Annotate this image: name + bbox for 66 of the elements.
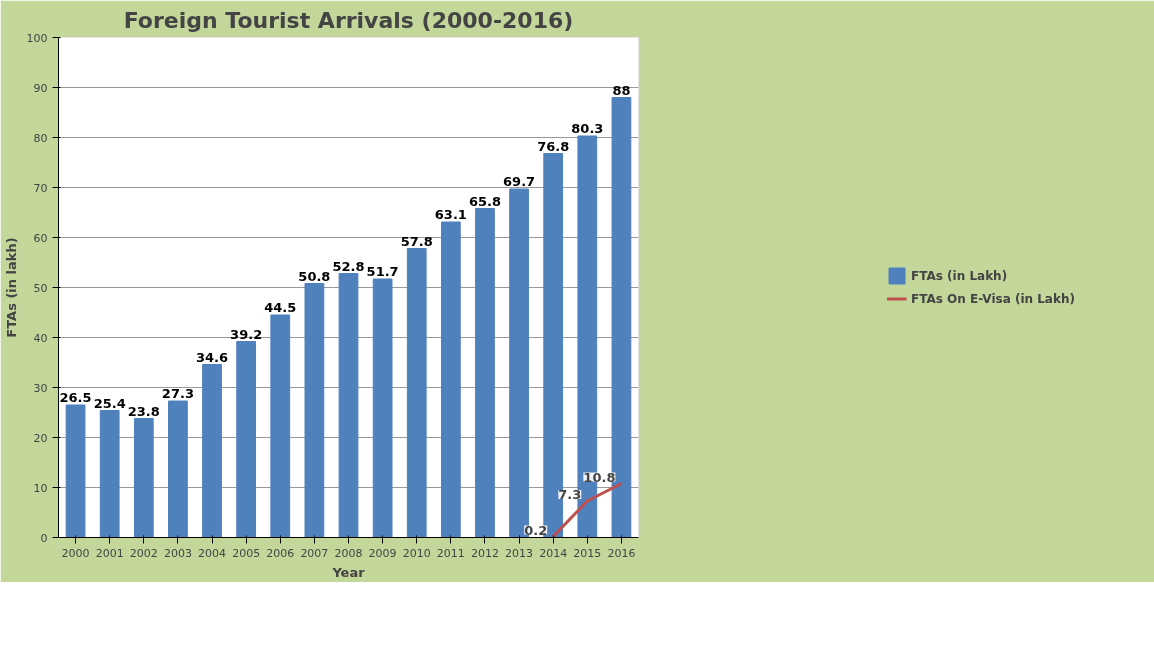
x-tick-label: 2013	[505, 546, 534, 560]
y-tick-label: 10	[33, 481, 48, 495]
data-label: 57.8	[400, 233, 433, 249]
bar	[372, 278, 393, 538]
data-label: 0.2	[524, 522, 548, 538]
y-tick-label: 40	[33, 331, 48, 345]
data-label: 69.7	[503, 174, 536, 189]
x-tick-label: 2007	[300, 546, 329, 560]
data-label: 50.8	[298, 268, 331, 284]
data-label: 76.8	[537, 138, 570, 154]
y-tick-label: 100	[26, 31, 48, 45]
x-tick-label: 2000	[61, 546, 90, 560]
data-label: 27.3	[161, 386, 194, 401]
data-label: 7.3	[558, 487, 582, 502]
x-tick-label: 2006	[266, 546, 295, 560]
x-tick-label: 2004	[198, 546, 227, 560]
x-tick-label: 2014	[539, 546, 568, 560]
x-tick-label: 2016	[607, 546, 636, 560]
legend-label: FTAs On E-Visa (in Lakh)	[911, 291, 1075, 306]
y-tick-label: 90	[33, 81, 48, 95]
bar	[168, 400, 188, 538]
bar	[304, 283, 325, 538]
bar	[65, 404, 86, 538]
data-label: 10.8	[583, 469, 616, 485]
data-label: 51.7	[366, 264, 399, 279]
x-tick-label: 2010	[402, 546, 431, 560]
data-label: 52.8	[332, 258, 365, 274]
data-label: 88	[612, 82, 631, 98]
bar	[475, 208, 495, 538]
data-label: 63.1	[434, 207, 467, 222]
x-tick-label: 2008	[334, 546, 363, 560]
y-tick-label: 80	[33, 131, 48, 145]
x-tick-label: 2003	[163, 546, 192, 560]
x-tick-label: 2012	[470, 546, 499, 560]
x-tick-label: 2001	[95, 546, 124, 560]
data-label: 39.2	[230, 326, 263, 342]
data-label: 44.5	[264, 300, 297, 315]
legend-label: FTAs (in Lakh)	[911, 268, 1008, 283]
data-label: 25.4	[93, 395, 126, 411]
y-tick-label: 30	[33, 381, 48, 395]
x-tick-label: 2002	[129, 546, 158, 560]
y-tick-label: 20	[33, 431, 48, 445]
y-tick-label: 60	[33, 231, 48, 245]
x-tick-label: 2009	[368, 546, 397, 560]
bar	[406, 248, 427, 538]
x-axis-title: Year	[331, 564, 366, 580]
bar	[133, 418, 154, 538]
bar	[270, 314, 291, 538]
bar	[440, 221, 461, 538]
x-tick-label: 2005	[232, 546, 261, 560]
data-label: 26.5	[59, 390, 92, 405]
data-label: 80.3	[571, 121, 604, 136]
bar	[236, 341, 257, 538]
bar	[338, 273, 359, 538]
x-tick-label: 2015	[573, 546, 602, 560]
chart-title: Foreign Tourist Arrivals (2000-2016)	[123, 7, 574, 33]
bar	[202, 364, 222, 538]
x-tick-label: 2011	[436, 546, 465, 560]
y-axis-title: FTAs (in lakh)	[3, 237, 19, 338]
y-tick-label: 0	[40, 531, 48, 545]
data-label: 34.6	[195, 349, 229, 365]
y-tick-label: 70	[33, 181, 48, 195]
bar	[99, 410, 120, 538]
data-label: 23.8	[127, 403, 160, 419]
y-tick-label: 50	[33, 281, 48, 295]
data-label: 65.8	[468, 193, 502, 209]
